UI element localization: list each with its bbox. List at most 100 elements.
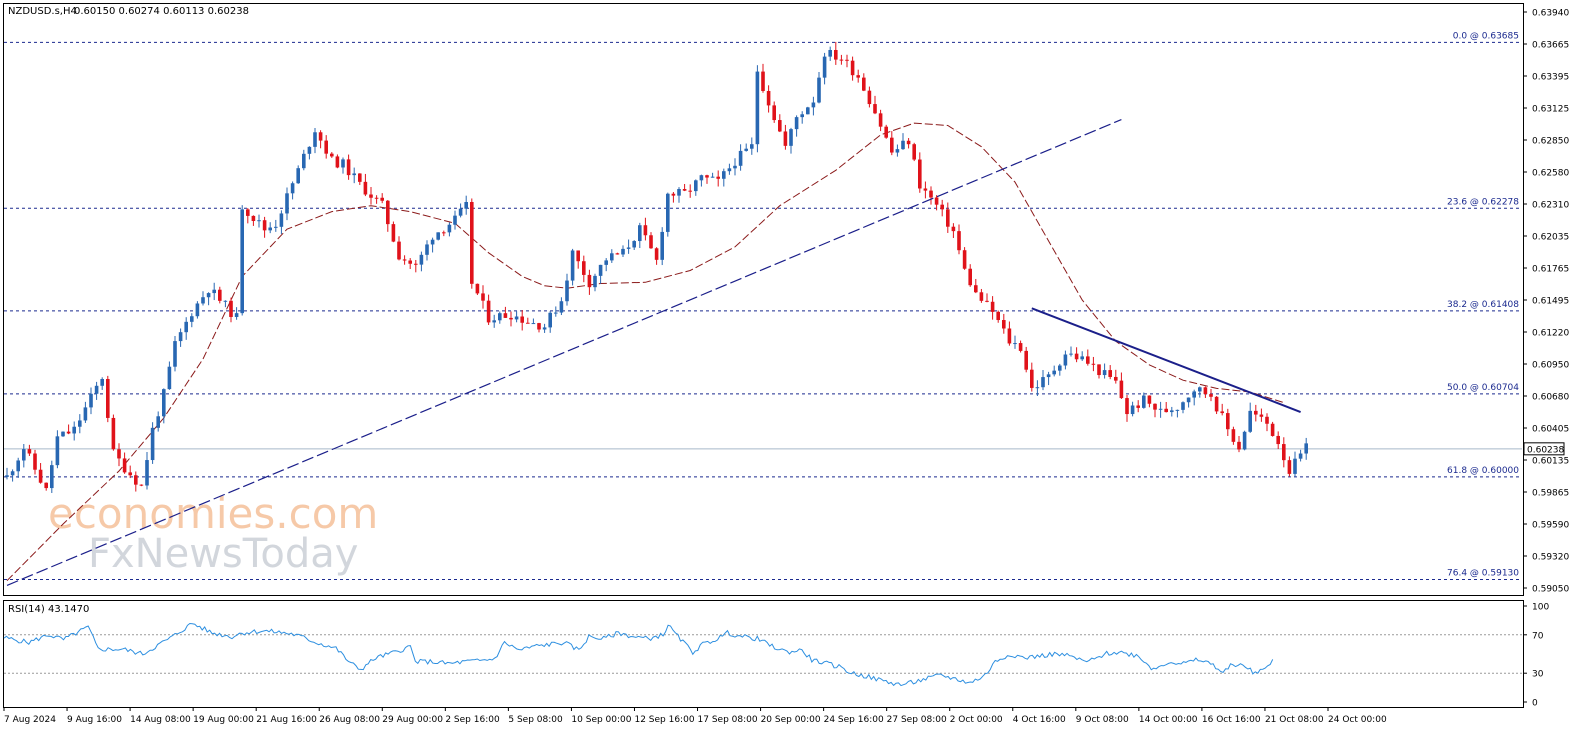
candle-body <box>380 197 384 201</box>
candle-body <box>414 263 418 265</box>
candle-body <box>710 176 715 178</box>
candle-body <box>1270 423 1275 436</box>
candle-body <box>542 327 547 330</box>
candle-body <box>251 215 256 221</box>
candle-body <box>470 202 474 284</box>
y-tick-label: 0.62035 <box>1532 233 1569 243</box>
candle-body <box>1091 363 1096 365</box>
candle-body <box>1142 395 1146 408</box>
candle-body <box>352 173 356 176</box>
candle-body <box>178 332 183 342</box>
candle-body <box>1265 416 1269 424</box>
candle-body <box>632 241 636 248</box>
candle-body <box>173 341 177 367</box>
x-tick-label: 17 Sep 08:00 <box>698 715 758 725</box>
candle-body <box>867 90 872 105</box>
candle-body <box>139 484 144 486</box>
candle-body <box>257 220 261 222</box>
candle-body <box>604 260 608 265</box>
candle-body <box>386 200 390 225</box>
candle-body <box>1013 343 1017 345</box>
candle-body <box>593 275 597 288</box>
candle-body <box>834 49 838 60</box>
candle-body <box>1164 408 1168 413</box>
candle-body <box>923 188 928 191</box>
candle-body <box>1203 387 1208 395</box>
y-tick-label: 0.61495 <box>1532 297 1569 307</box>
candle-body <box>195 303 200 317</box>
candle-body <box>419 254 424 265</box>
candle-body <box>1248 410 1252 432</box>
y-tick-label: 0.59320 <box>1532 553 1569 563</box>
candle-body <box>190 316 194 322</box>
candle-body <box>498 313 502 321</box>
candle-body <box>1192 391 1196 398</box>
candle-body <box>184 321 188 333</box>
candle-body <box>895 149 900 153</box>
candle-body <box>447 224 452 233</box>
candle-body <box>307 146 312 154</box>
candle-body <box>324 140 328 154</box>
candle-body <box>1298 453 1303 459</box>
candle-body <box>643 225 648 236</box>
candle-body <box>38 469 43 483</box>
candle-body <box>27 449 32 454</box>
candle-body <box>1063 354 1068 366</box>
candle-body <box>968 268 972 286</box>
candle-body <box>1125 398 1129 415</box>
candle-body <box>705 175 709 178</box>
candle-body <box>1198 387 1202 392</box>
candle-body <box>1226 413 1230 430</box>
candle-body <box>5 475 9 477</box>
rsi-label: RSI(14) 43.1470 <box>8 604 89 615</box>
candle-body <box>582 261 586 275</box>
y-tick-label: 0.60680 <box>1532 393 1569 403</box>
candle-body <box>134 475 138 485</box>
candle-body <box>408 260 412 264</box>
solid-trendline[interactable] <box>1031 307 1301 413</box>
candle-body <box>901 140 905 150</box>
x-tick-label: 29 Aug 00:00 <box>382 715 443 725</box>
rsi-line[interactable] <box>3 622 1274 687</box>
y-tick-label: 0.59590 <box>1532 521 1569 531</box>
fib-level-label: 61.8 @ 0.60000 <box>1447 466 1519 476</box>
candle-body <box>464 202 468 209</box>
x-tick-label: 14 Aug 08:00 <box>130 715 191 725</box>
candle-body <box>458 208 463 216</box>
candle-body <box>1114 376 1118 381</box>
candle-body <box>766 90 771 106</box>
candle-body <box>750 144 754 149</box>
candle-body <box>990 301 995 312</box>
candle-body <box>621 248 625 255</box>
candle-body <box>1287 460 1292 474</box>
candle-body <box>55 436 60 466</box>
candle-body <box>313 132 317 147</box>
candle-body <box>402 259 407 261</box>
y-tick-label: 0.63125 <box>1532 105 1569 115</box>
candle-body <box>262 220 267 231</box>
candle-body <box>1130 405 1135 415</box>
x-tick-label: 20 Sep 00:00 <box>761 715 821 725</box>
candle-body <box>223 300 228 302</box>
candle-body <box>475 283 480 294</box>
current-price-label: 0.60238 <box>1527 445 1564 455</box>
candle-body <box>666 193 670 232</box>
candle-body <box>649 235 653 249</box>
candle-body <box>1086 356 1090 364</box>
candle-body <box>430 239 435 245</box>
candle-body <box>274 226 278 228</box>
candle-body <box>537 323 541 330</box>
candle-body <box>1181 402 1185 410</box>
candle-body <box>520 316 524 323</box>
candle-body <box>425 244 429 255</box>
candle-body <box>548 312 552 328</box>
moving-average-line[interactable] <box>6 122 1284 582</box>
candle-body <box>1259 414 1264 417</box>
candle-body <box>302 153 306 169</box>
dashed-trendline[interactable] <box>6 119 1122 586</box>
candle-body <box>1147 395 1152 404</box>
watermark-economies: economies.com <box>48 489 378 538</box>
candle-body <box>240 209 244 314</box>
candle-body <box>839 59 844 61</box>
candle-body <box>878 113 883 127</box>
